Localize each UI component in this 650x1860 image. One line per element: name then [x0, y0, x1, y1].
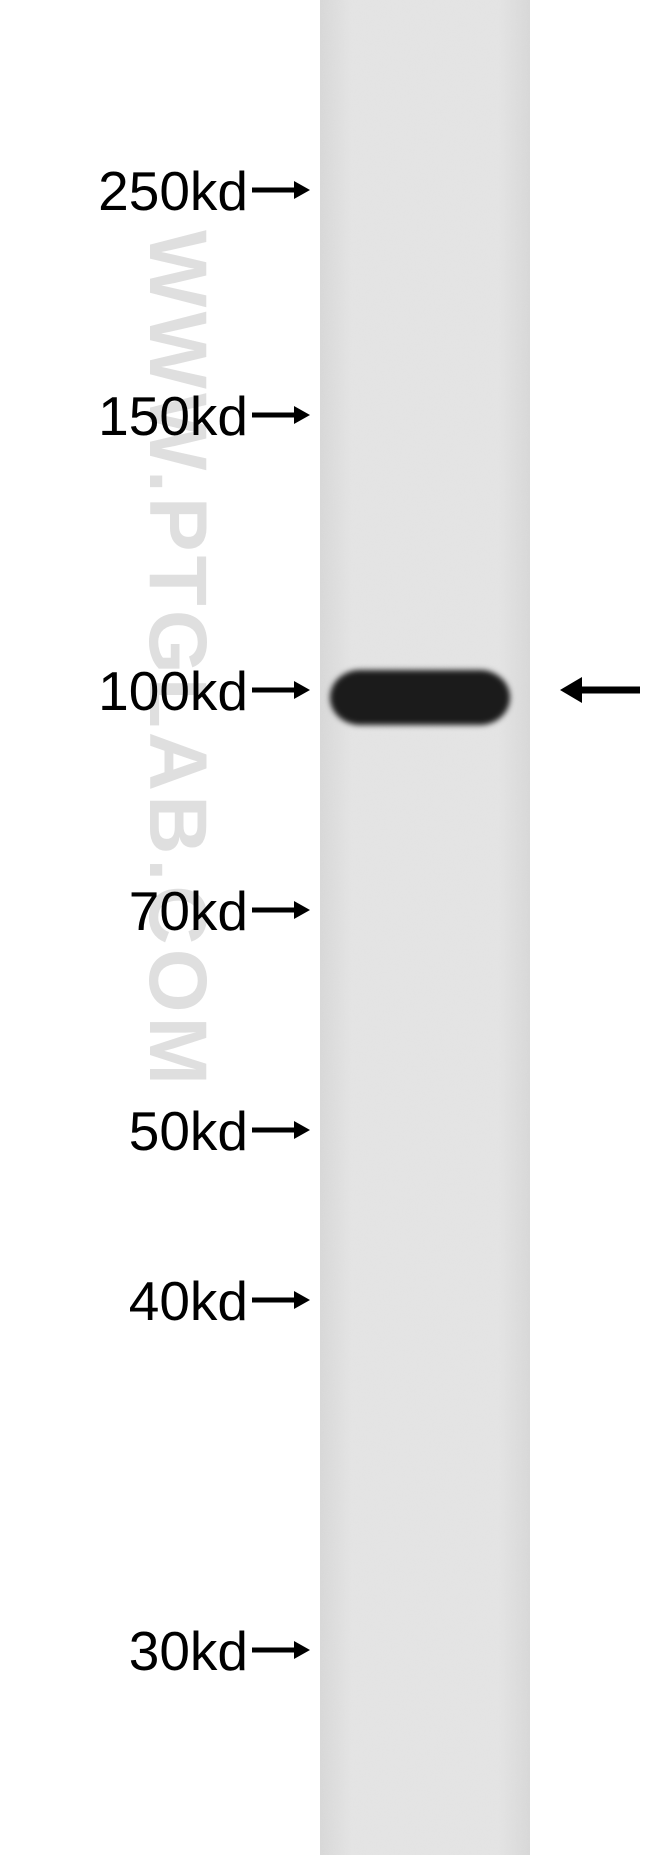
marker-arrow-icon — [252, 181, 310, 199]
marker-arrow-icon — [252, 1121, 310, 1139]
marker-label: 150kd — [98, 384, 248, 448]
blot-figure: WWW.PTGLAB.COM 250kd 150kd 100kd 70kd 50… — [0, 0, 650, 1855]
marker-arrow-icon — [252, 1641, 310, 1659]
target-arrow-icon — [560, 677, 640, 703]
blot-lane — [320, 0, 530, 1855]
marker-label: 40kd — [129, 1269, 248, 1333]
lane-texture — [320, 0, 530, 1855]
marker-label: 250kd — [98, 159, 248, 223]
marker-label: 70kd — [129, 879, 248, 943]
marker-arrow-icon — [252, 681, 310, 699]
protein-band — [330, 670, 510, 725]
marker-arrow-icon — [252, 406, 310, 424]
marker-label: 30kd — [129, 1619, 248, 1683]
marker-label: 50kd — [129, 1099, 248, 1163]
marker-arrow-icon — [252, 901, 310, 919]
marker-label: 100kd — [98, 659, 248, 723]
marker-arrow-icon — [252, 1291, 310, 1309]
